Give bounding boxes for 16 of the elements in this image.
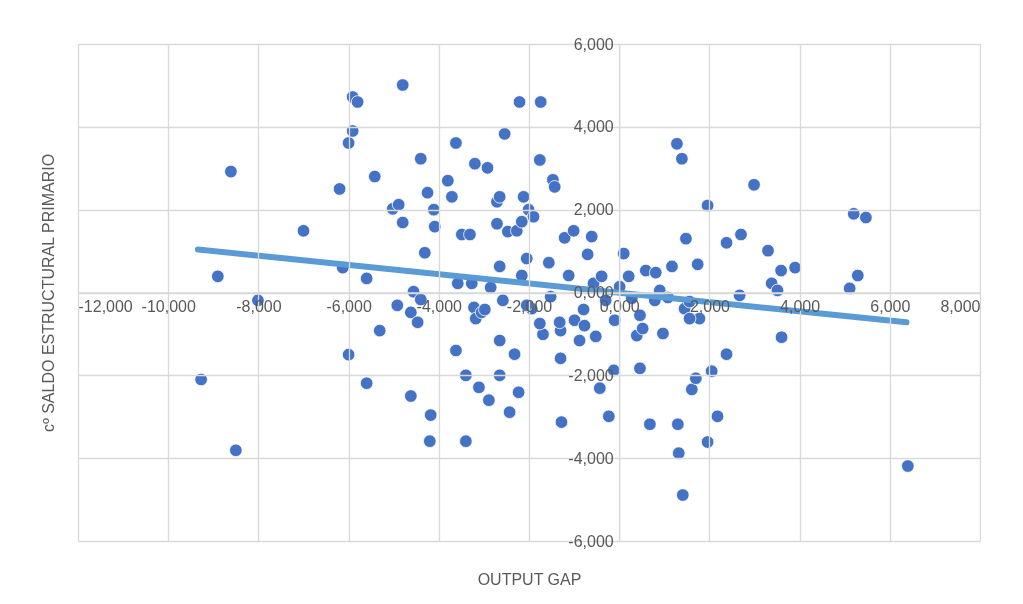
- y-tick-label: 6,000: [573, 35, 614, 53]
- x-tick-label: -4,000: [416, 298, 463, 315]
- x-tick-label: 6,000: [870, 298, 911, 315]
- y-axis-title: cº SALDO ESTRUCTURAL PRIMARIO: [39, 153, 57, 433]
- x-tick-label: 8,000: [940, 298, 981, 315]
- x-tick-label: -6,000: [326, 298, 372, 315]
- y-tick-label: 2,000: [573, 201, 614, 219]
- y-tick-label: 4,000: [573, 118, 614, 136]
- x-tick-label: 0,000: [599, 298, 640, 315]
- y-tick-label: -4,000: [568, 449, 614, 467]
- y-tick-label: -6,000: [568, 532, 614, 550]
- x-axis-title: OUTPUT GAP: [477, 570, 582, 588]
- x-tick-label: -12,000: [78, 298, 133, 315]
- x-tick-label: -8,000: [236, 298, 282, 315]
- y-tick-label: -2,000: [568, 366, 614, 384]
- x-tick-label: -10,000: [141, 298, 196, 315]
